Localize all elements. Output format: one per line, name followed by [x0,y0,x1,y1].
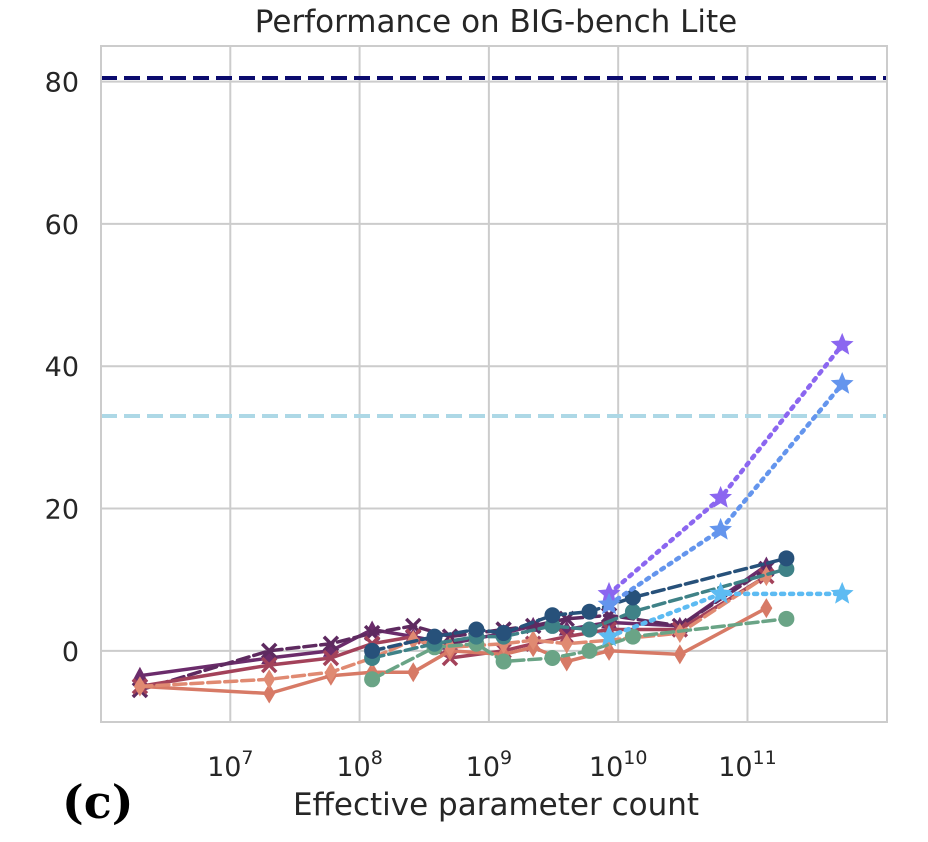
data-point [778,610,795,627]
data-point [495,625,512,642]
data-point [407,662,420,683]
data-point [624,589,641,606]
data-point [624,603,641,620]
data-point [760,598,773,619]
data-point [760,566,773,587]
data-point [597,624,621,647]
y-tick-label: 40 [45,352,79,383]
x-tick-label: 108 [336,747,382,783]
data-point [597,592,621,615]
data-point [324,662,337,683]
data-point [581,621,598,638]
y-tick-label: 0 [62,637,79,668]
panel-label: (c) [62,775,134,829]
data-point [544,649,561,666]
series-group [597,372,854,615]
data-point [322,649,340,667]
plot-frame [100,45,888,723]
data-point [709,485,732,508]
data-point [260,642,278,660]
data-point [560,633,573,654]
data-point [133,676,146,697]
data-point [260,656,278,674]
data-point [263,669,276,690]
x-tick-label: 107 [207,747,253,783]
series-group [364,550,795,659]
data-point [673,623,686,644]
data-point [131,666,148,682]
plot-background [101,46,887,722]
grid-lines [101,46,887,722]
series-line [138,574,769,689]
y-tick-label: 20 [45,495,79,526]
y-tick-label: 80 [45,68,79,99]
data-point [581,603,598,620]
data-series [131,332,854,704]
y-tick-labels: 0 20 40 60 80 [45,68,79,668]
x-tick-label: 1011 [718,747,777,783]
data-point [544,607,561,624]
data-point [709,581,732,604]
x-tick-label: 1010 [589,747,648,783]
x-tick-label: 109 [466,747,512,783]
data-point [527,630,540,651]
data-point [581,642,598,659]
data-point [263,683,276,704]
reference-lines [101,76,887,419]
x-tick-labels: 107 108 109 1010 1011 [207,747,777,783]
data-point [468,621,485,638]
data-point [364,642,381,659]
y-tick-label: 60 [45,210,79,241]
chart-title: Performance on BIG-bench Lite [255,4,737,40]
data-point [624,628,641,645]
data-point [495,653,512,670]
data-point [364,671,381,688]
series-group [597,581,854,647]
data-point [426,628,443,645]
data-point [709,517,732,540]
data-point [322,635,340,652]
x-axis-label: Effective parameter count [293,787,699,823]
series-line [138,606,769,696]
data-point [830,372,854,394]
data-point [778,550,795,567]
data-point [830,332,854,355]
data-point [673,644,686,665]
data-point [830,581,854,604]
